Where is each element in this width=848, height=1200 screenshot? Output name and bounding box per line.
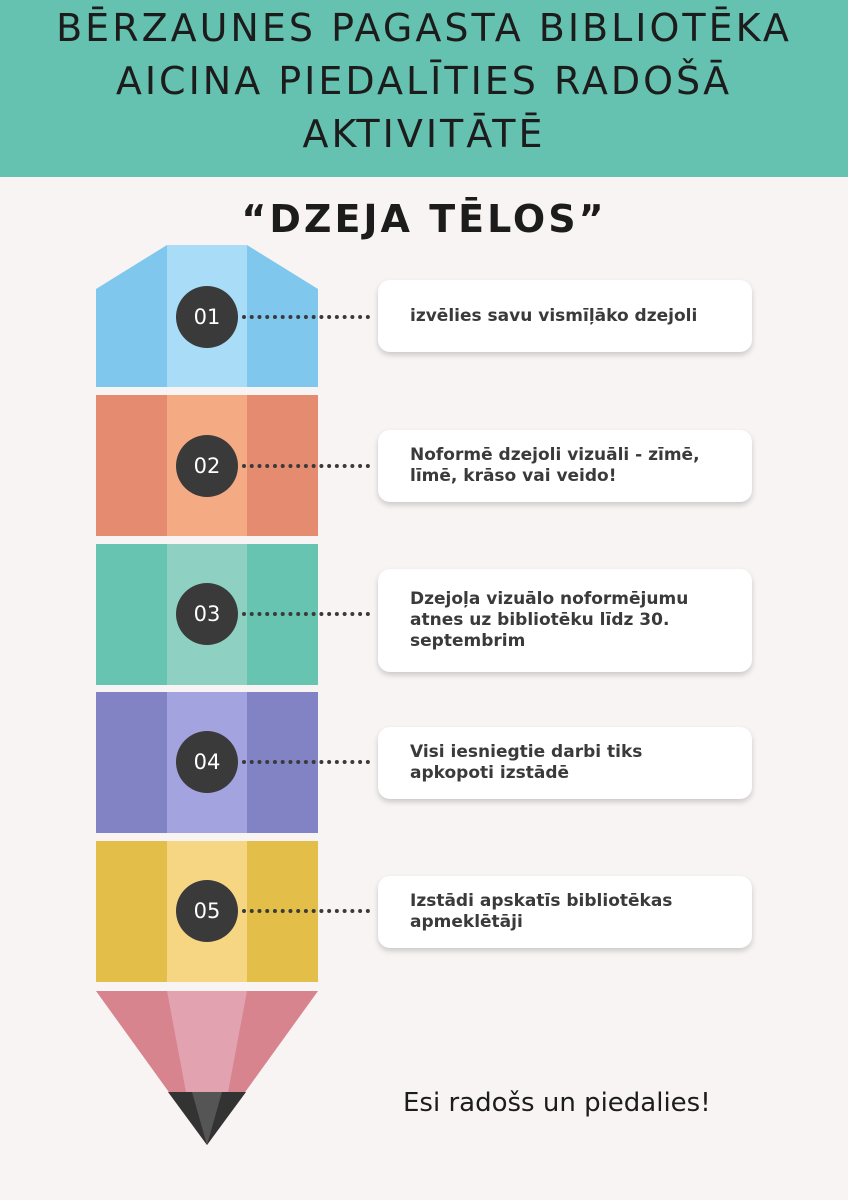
step-text-03: Dzejoļa vizuālo noformējumu atnes uz bib… (410, 589, 689, 651)
step-text-05: Izstādi apskatīs bibliotēkas apmeklētāji (410, 891, 673, 932)
step-leader-04 (242, 760, 370, 764)
step-card-02: Noformē dzejoli vizuāli - zīmē, līmē, kr… (378, 430, 752, 502)
step-leader-03 (242, 612, 370, 616)
title-line-1: BĒRZAUNES PAGASTA BIBLIOTĒKA (56, 6, 792, 50)
step-leader-02 (242, 464, 370, 468)
step-card-05: Izstādi apskatīs bibliotēkas apmeklētāji (378, 876, 752, 948)
call-to-action: Esi radošs un piedalies! (403, 1088, 711, 1118)
event-title: “DZEJA TĒLOS” (241, 197, 607, 241)
title-line-3: AKTIVITĀTĒ (302, 112, 546, 156)
header-banner: BĒRZAUNES PAGASTA BIBLIOTĒKA AICINA PIED… (0, 0, 848, 177)
step-leader-05 (242, 909, 370, 913)
step-number-01: 01 (176, 286, 238, 348)
step-text-01: izvēlies savu vismīļāko dzejoli (410, 305, 698, 326)
title-line-2: AICINA PIEDALĪTIES RADOŠĀ (115, 59, 733, 103)
step-leader-01 (242, 315, 370, 319)
step-number-02: 02 (176, 435, 238, 497)
pencil-tip (96, 991, 318, 1145)
step-card-03: Dzejoļa vizuālo noformējumu atnes uz bib… (378, 569, 752, 672)
step-card-04: Visi iesniegtie darbi tiks apkopoti izst… (378, 727, 752, 799)
step-number-04: 04 (176, 731, 238, 793)
step-number-03: 03 (176, 583, 238, 645)
page-title: BĒRZAUNES PAGASTA BIBLIOTĒKA AICINA PIED… (0, 2, 848, 161)
step-text-04: Visi iesniegtie darbi tiks apkopoti izst… (410, 742, 643, 783)
step-number-05: 05 (176, 880, 238, 942)
step-text-02: Noformē dzejoli vizuāli - zīmē, līmē, kr… (410, 445, 700, 486)
step-card-01: izvēlies savu vismīļāko dzejoli (378, 280, 752, 352)
